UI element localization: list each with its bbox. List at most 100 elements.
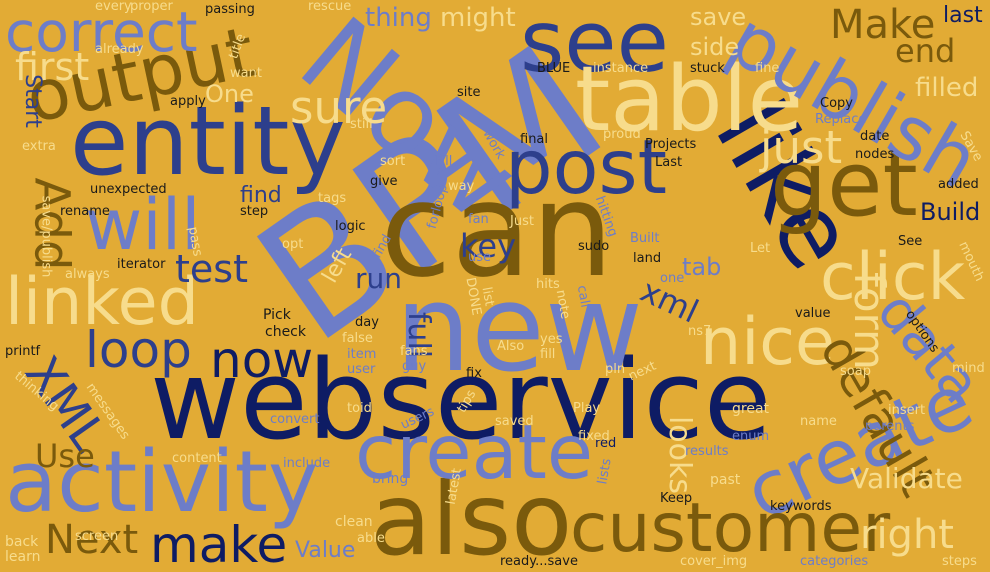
word-correct: correct [5, 0, 198, 64]
word-nodes: nodes [855, 147, 895, 162]
word-want: want [230, 66, 262, 81]
word-content: content [172, 451, 222, 466]
word-will: will [85, 184, 201, 266]
word-instance: instance [593, 61, 649, 76]
word-item: item [347, 347, 377, 362]
word-loop: loop [85, 321, 192, 379]
word-value: value [795, 306, 831, 321]
word-new: new [395, 260, 644, 399]
word-next: Next [45, 517, 139, 563]
word-pass: pass [184, 225, 205, 258]
word-get: get [770, 132, 918, 237]
word-linked: linked [5, 265, 199, 340]
word-also: Also [497, 339, 525, 354]
word-just: Just [510, 214, 534, 229]
word-key: key [460, 227, 517, 265]
word-keywords: keywords [770, 499, 832, 514]
word-clean: clean [335, 514, 373, 530]
word-save: save [690, 3, 747, 31]
word-fixed: fixed [578, 429, 610, 444]
word-one: one [660, 271, 685, 286]
word-name: name [800, 414, 837, 429]
word-include: include [283, 456, 331, 471]
word-proud: proud [603, 127, 641, 142]
word-land: land [633, 251, 662, 266]
word-just: just [760, 121, 843, 174]
word-filled: filled [915, 73, 979, 103]
word-hits: hits [536, 277, 560, 292]
word-site: site [457, 85, 481, 100]
word-table: table [575, 47, 803, 152]
word-user: user [347, 362, 376, 377]
word-use: use [468, 250, 492, 265]
word-toid: toid [347, 401, 372, 416]
word-fill: fill [540, 347, 556, 362]
word-fill: Fill [435, 154, 453, 169]
word-right: right [860, 512, 954, 558]
word-save-publish: save/publish [38, 195, 54, 278]
word-list: list [478, 285, 497, 308]
word-check: check [265, 324, 306, 340]
word-ns7: ns7 [688, 324, 712, 339]
word-parents: parents [865, 419, 915, 434]
word-can: can [380, 154, 614, 306]
word-fan: fan [468, 212, 489, 227]
word-copy: Copy [820, 96, 853, 111]
word-mind: mind [952, 361, 985, 376]
word-fans: fans [400, 344, 428, 359]
word-back: back [5, 534, 39, 550]
word-now: now [210, 331, 314, 389]
word-guy: guy [402, 359, 427, 374]
word-ready-save: ready...save [500, 554, 578, 569]
word-give: give [370, 174, 398, 189]
word-test: test [175, 247, 248, 291]
word-form: form [844, 272, 894, 370]
word-replace: Replace [815, 112, 867, 127]
word-proper: proper [130, 0, 173, 14]
word-extra: extra [22, 139, 56, 154]
word-blue: BLUE [537, 61, 571, 76]
word-side: side [690, 33, 740, 61]
word-fix: fix [466, 366, 482, 381]
word-validate: Validate [850, 462, 963, 495]
word-able: able [357, 531, 385, 546]
word-logic: logic [335, 219, 366, 234]
word-last: Last [655, 155, 683, 170]
word-still: still [350, 117, 373, 132]
word-already: already [95, 42, 144, 57]
word-learn: learn [5, 549, 41, 565]
word-make: Make [830, 2, 936, 48]
word-added: added [938, 177, 979, 192]
word-customer: customer [570, 489, 891, 568]
word-apply: apply [170, 94, 206, 109]
word-cover-img: cover_img [680, 554, 748, 569]
word-opt: opt [282, 237, 304, 252]
word-saved: saved [495, 414, 534, 429]
word-projects: Projects [645, 137, 697, 152]
word-false: false [342, 331, 373, 346]
word-step: step [240, 204, 269, 219]
word-entity: entity [70, 87, 346, 197]
word-also: also [370, 461, 573, 572]
word-create: create [355, 408, 594, 496]
word-one: One [205, 80, 254, 108]
word-convert: convert [270, 412, 320, 427]
word-let: Let [750, 241, 771, 256]
word-past: past [710, 472, 741, 488]
word-screen: screen [75, 529, 119, 544]
word-yes: yes [540, 332, 563, 347]
word-built: Built [630, 231, 660, 246]
word-results: results [685, 444, 729, 459]
word-might: might [440, 3, 516, 33]
word-soap: soap [840, 364, 871, 379]
word-always: always [65, 267, 110, 282]
word-day: day [355, 315, 379, 330]
word-sudo: sudo [578, 239, 610, 254]
word-date: date [860, 129, 890, 144]
word-sure: sure [290, 81, 388, 134]
word-keep: Keep [660, 491, 693, 506]
word-way: way [448, 179, 475, 194]
word-make: make [150, 516, 288, 572]
word-fine: fine [755, 61, 780, 76]
